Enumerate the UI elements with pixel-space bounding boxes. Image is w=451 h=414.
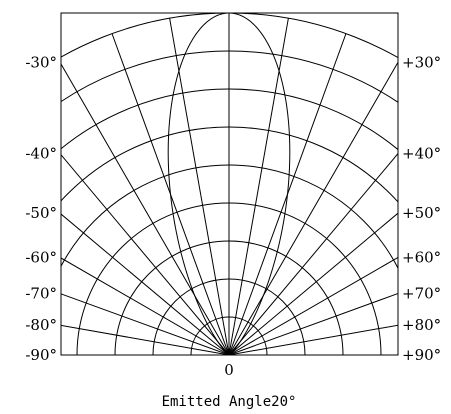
caption: Emitted Angle20° — [162, 394, 297, 410]
right-angle-label: +40° — [402, 145, 441, 163]
left-angle-label: -30° — [25, 53, 57, 71]
right-angle-label: +50° — [402, 204, 441, 222]
pattern-curve — [167, 13, 291, 355]
grid-spoke — [61, 293, 230, 355]
right-angle-label: +30° — [402, 53, 441, 71]
grid-spoke — [228, 212, 398, 355]
right-angle-label: +80° — [402, 316, 441, 334]
grid-ring — [61, 13, 398, 59]
plot-frame — [60, 12, 399, 356]
grid-spoke — [169, 18, 230, 355]
grid-spoke — [228, 292, 398, 355]
left-angle-label: -90° — [25, 346, 57, 364]
grid-spoke — [61, 154, 230, 355]
grid-spoke — [228, 152, 398, 355]
right-angle-label: +70° — [402, 285, 441, 303]
polar-grid — [61, 13, 398, 355]
left-angle-label: -60° — [25, 248, 57, 266]
origin-label: 0 — [224, 361, 234, 379]
angle-labels: -30° +30° -40° +40° -50° +50° -60° +60° -70° +70°… — [25, 53, 441, 364]
grid-ring — [61, 88, 398, 151]
grid-spoke — [61, 324, 230, 355]
grid-spoke — [61, 257, 230, 355]
right-angle-label: +90° — [402, 346, 441, 364]
grid-spoke — [228, 256, 398, 355]
grid-spoke — [61, 213, 230, 355]
grid-spoke — [61, 63, 230, 355]
grid-spoke — [228, 324, 398, 355]
right-angle-label: +60° — [402, 248, 441, 266]
left-angle-label: -50° — [25, 204, 57, 222]
left-angle-label: -70° — [25, 285, 57, 303]
radiation-lobe — [167, 13, 291, 355]
grid-spoke — [228, 18, 289, 355]
left-angle-label: -80° — [25, 316, 57, 334]
left-angle-label: -40° — [25, 145, 57, 163]
grid-spoke — [228, 61, 398, 355]
